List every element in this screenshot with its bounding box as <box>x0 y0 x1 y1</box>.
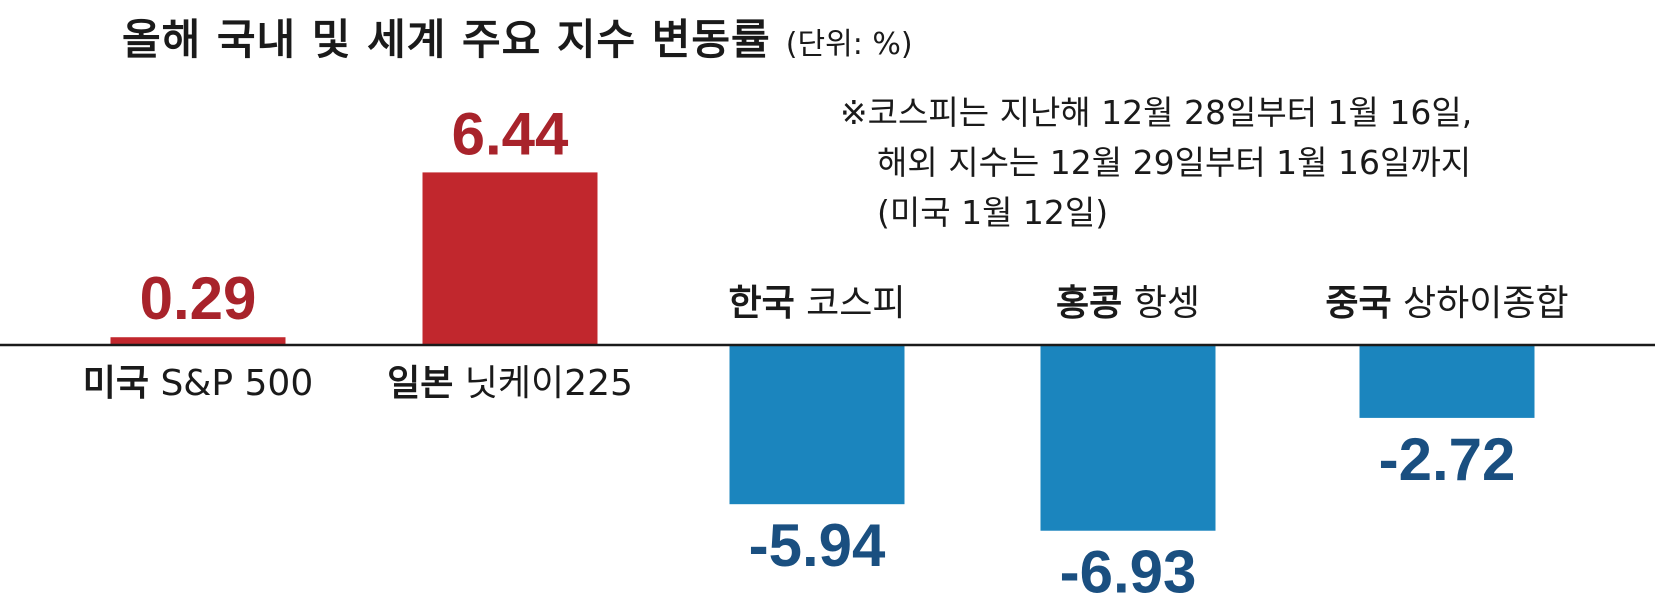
data-label: 6.44 <box>452 100 569 167</box>
chart-title-block: 올해 국내 및 세계 주요 지수 변동률 (단위: %) <box>122 6 913 67</box>
bar-2 <box>422 172 598 345</box>
category-label: 한국 코스피 <box>728 283 905 324</box>
chart-title: 올해 국내 및 세계 주요 지수 변동률 <box>122 15 771 64</box>
bar-5 <box>1359 345 1535 418</box>
data-label: -2.72 <box>1379 426 1516 493</box>
bar-1 <box>110 337 286 345</box>
bar-4 <box>1040 345 1216 531</box>
footnote: ※코스피는 지난해 12월 28일부터 1월 16일, 해외 지수는 12월 2… <box>840 88 1472 238</box>
footnote-line: 해외 지수는 12월 29일부터 1월 16일까지 <box>877 143 1472 182</box>
footnote-line: (미국 1월 12일) <box>877 193 1109 232</box>
category-label: 홍콩 항셍 <box>1056 283 1200 324</box>
category-label: 미국 S&P 500 <box>83 363 313 404</box>
category-label: 중국 상하이종합 <box>1325 283 1568 324</box>
data-label: -6.93 <box>1060 539 1197 604</box>
data-label: -5.94 <box>749 512 886 579</box>
data-label: 0.29 <box>140 265 257 332</box>
unit-label: (단위: %) <box>785 27 913 62</box>
bar-3 <box>729 345 905 505</box>
footnote-line: ※코스피는 지난해 12월 28일부터 1월 16일, <box>840 93 1473 132</box>
category-label: 일본 닛케이225 <box>387 363 633 404</box>
